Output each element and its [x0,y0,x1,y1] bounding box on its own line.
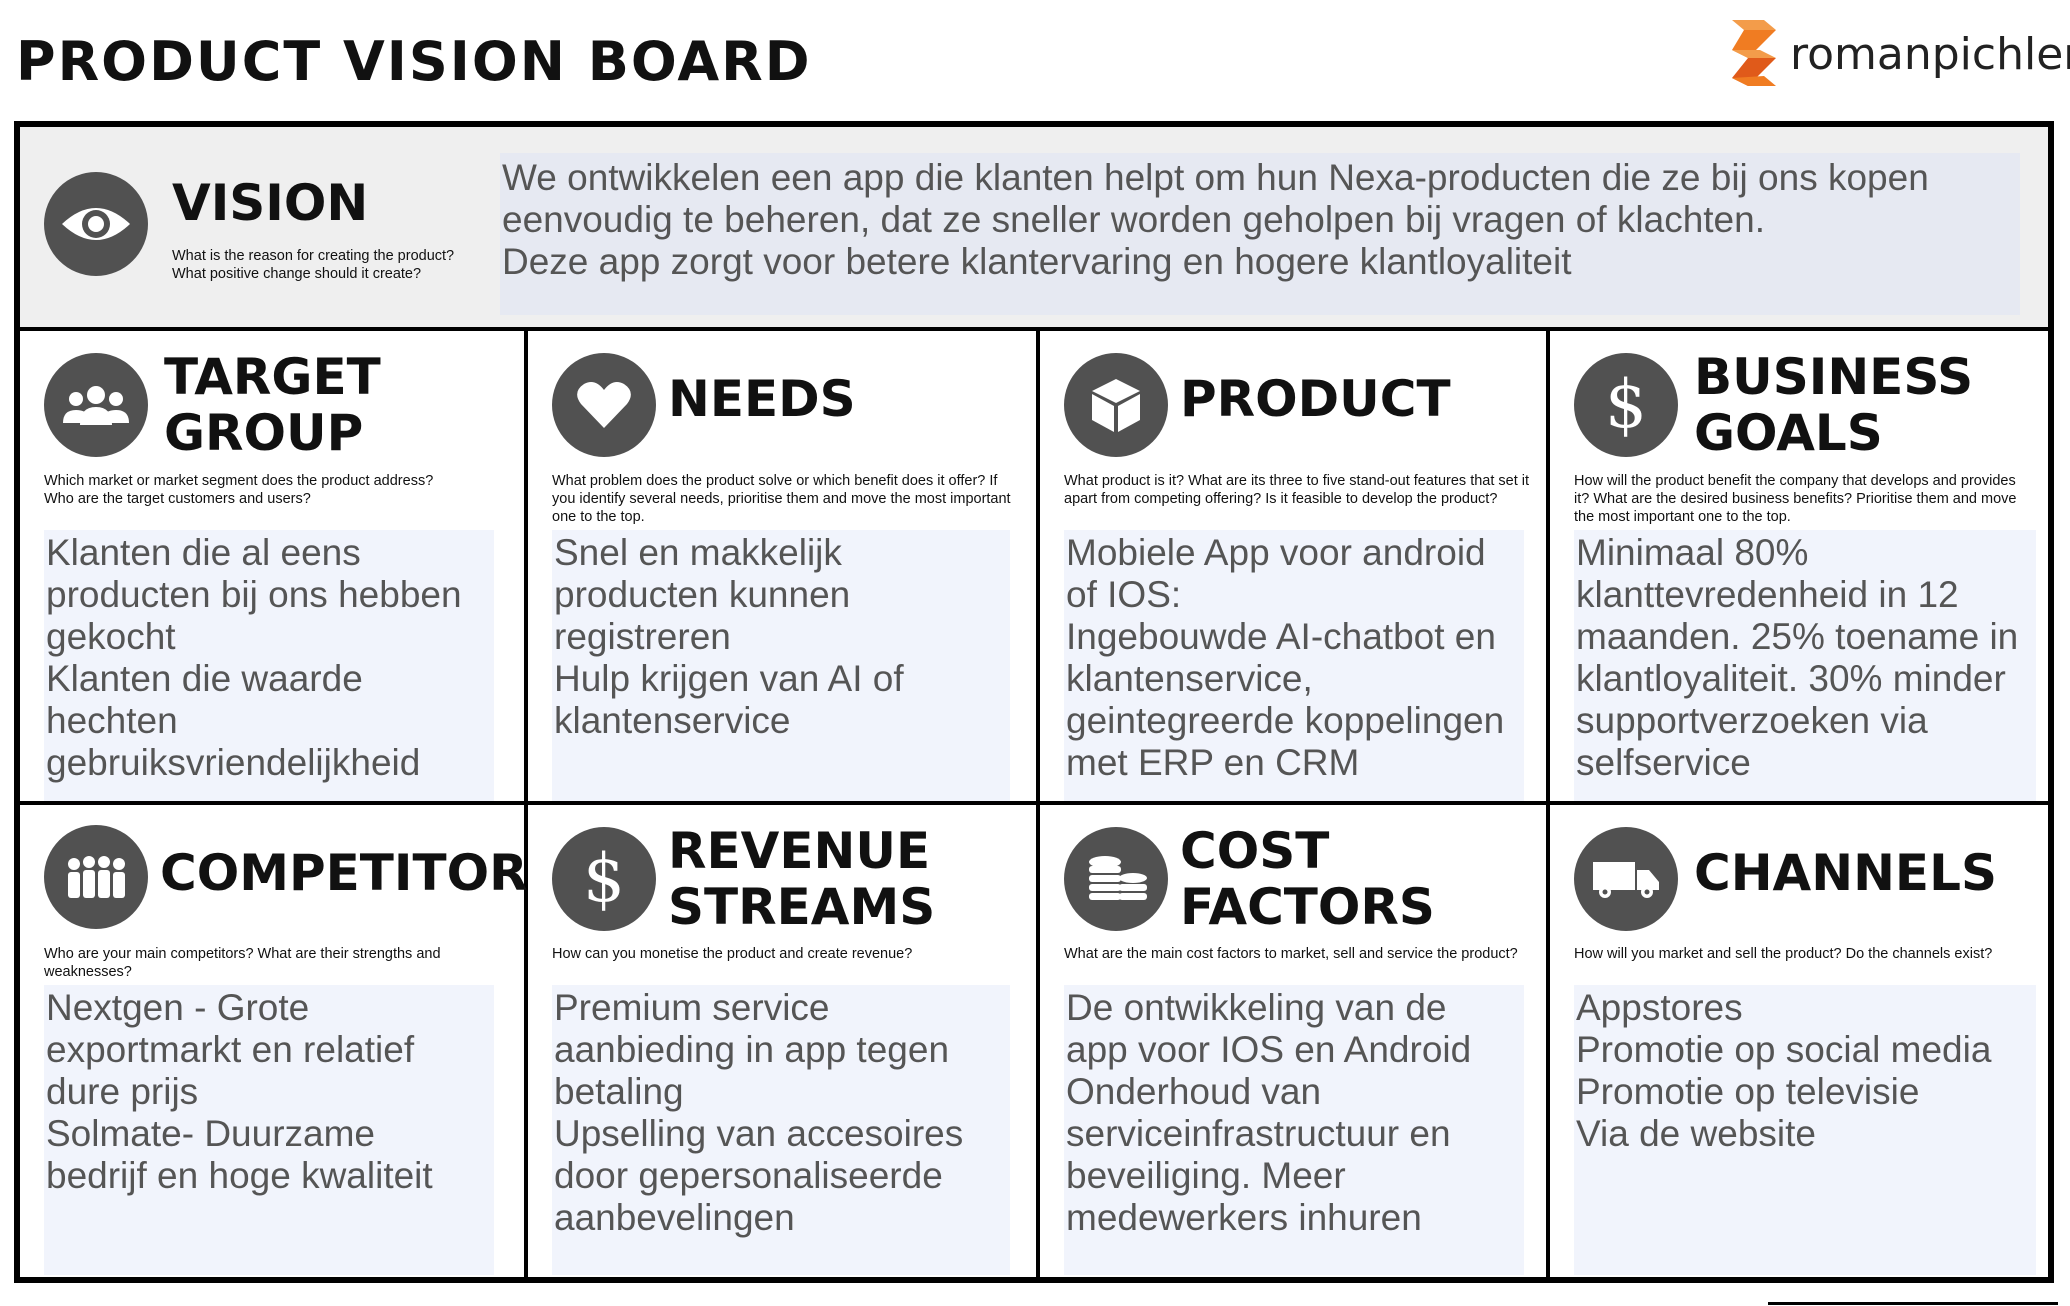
dollar-icon: $ [552,827,656,931]
channels-section: CHANNELS How will you market and sell th… [1550,805,2048,1277]
channels-content: Appstores Promotie op social media Promo… [1574,985,2036,1275]
coins-icon [1064,827,1168,931]
cost-factors-content: De ontwikkeling van de app voor IOS en A… [1064,985,1524,1275]
page-title: PRODUCT VISION BOARD [16,30,812,93]
cost-factors-heading: COST FACTORS [1180,822,1435,936]
target-group-heading: TARGET GROUP [164,348,381,462]
competitors-content: Nextgen - Grote exportmarkt en relatief … [44,985,494,1275]
competitors-question: Who are your main competitors? What are … [44,946,441,980]
vision-content: We ontwikkelen een app die klanten helpt… [500,153,2020,315]
revenue-streams-question: How can you monetise the product and cre… [552,946,913,962]
truck-icon [1574,827,1678,931]
people-icon [44,825,148,929]
cost-factors-section: COST FACTORS What are the main cost fact… [1040,805,1550,1277]
vision-heading: VISION [172,174,369,232]
revenue-streams-heading: REVENUE STREAMS [668,822,936,936]
business-goals-content: Minimaal 80% klanttevredenheid in 12 maa… [1574,530,2036,801]
dollar-icon: $ [1574,353,1678,457]
heart-icon [552,353,656,457]
target-group-question: Which market or market segment does the … [44,473,434,507]
channels-heading: CHANNELS [1694,844,1997,902]
vision-section: VISION What is the reason for creating t… [20,127,2048,331]
group-icon [44,353,148,457]
target-group-content: Klanten die al eens producten bij ons he… [44,530,494,801]
cube-icon [1064,353,1168,457]
target-group-section: TARGET GROUP Which market or market segm… [20,331,528,805]
competitors-heading: COMPETITORS [160,844,564,902]
product-section: PRODUCT What product is it? What are its… [1040,331,1550,805]
product-heading: PRODUCT [1180,370,1451,428]
divider [1768,1302,2058,1305]
product-content: Mobiele App voor android of IOS: Ingebou… [1064,530,1524,801]
romanpichler-logo-icon [1732,20,1776,86]
competitors-section: COMPETITORS Who are your main competitor… [20,805,564,1277]
needs-question: What problem does the product solve or w… [552,473,1011,525]
logo: romanpichler [1730,18,2070,90]
needs-section: NEEDS What problem does the product solv… [528,331,1040,805]
product-question: What product is it? What are its three t… [1064,473,1530,507]
business-goals-heading: BUSINESS GOALS [1694,348,1974,462]
product-vision-board: VISION What is the reason for creating t… [14,121,2054,1283]
revenue-streams-content: Premium service aanbieding in app tegen … [552,985,1010,1275]
business-goals-question: How will the product benefit the company… [1574,473,2017,525]
logo-text: romanpichler [1790,28,2070,80]
eye-icon [44,172,148,276]
needs-content: Snel en makkelijk producten kunnen regis… [552,530,1010,801]
cost-factors-question: What are the main cost factors to market… [1064,946,1518,962]
business-goals-section: $ BUSINESS GOALS How will the product be… [1550,331,2048,805]
channels-question: How will you market and sell the product… [1574,946,1993,962]
vision-question: What is the reason for creating the prod… [172,248,455,282]
needs-heading: NEEDS [668,370,856,428]
revenue-streams-section: $ REVENUE STREAMS How can you monetise t… [528,805,1040,1277]
